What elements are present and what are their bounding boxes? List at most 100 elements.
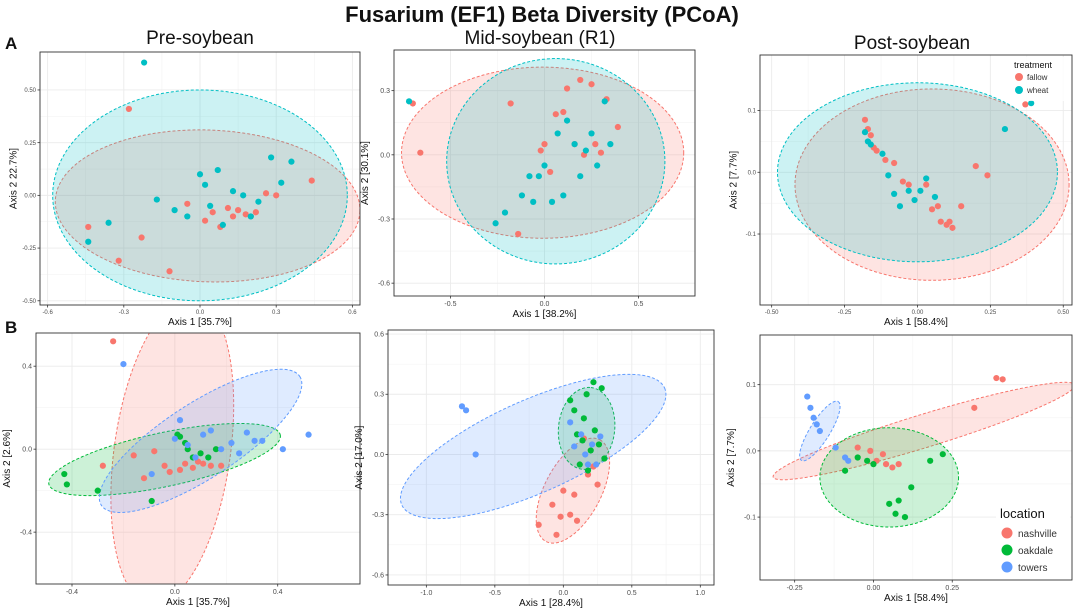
data-point-nashville xyxy=(553,531,560,538)
data-point-oakdale xyxy=(901,513,909,521)
data-point-oakdale xyxy=(939,451,946,458)
data-point-oakdale xyxy=(908,484,915,491)
y-axis-label: Axis 2 22.7%] xyxy=(8,148,19,209)
data-point-fallow xyxy=(547,168,554,176)
data-point-fallow xyxy=(273,192,280,199)
x-tick-label: -0.3 xyxy=(119,310,130,316)
data-point-wheat xyxy=(247,213,254,220)
y-tick-label: 0.1 xyxy=(746,382,756,389)
data-point-fallow xyxy=(563,85,571,92)
data-point-fallow xyxy=(899,178,906,185)
x-tick-label: 0.25 xyxy=(945,585,959,592)
data-point-fallow xyxy=(560,108,567,116)
data-point-wheat xyxy=(911,196,918,204)
data-point-fallow xyxy=(946,218,953,225)
data-point-nashville xyxy=(971,404,978,411)
y-tick-label: -0.25 xyxy=(22,246,36,252)
data-point-fallow xyxy=(552,111,559,118)
x-tick-label: 0.6 xyxy=(348,310,357,316)
data-point-nashville xyxy=(161,462,168,469)
y-axis-label: Axis 2 [2.6%] xyxy=(2,429,13,488)
y-tick-label: 0.0 xyxy=(380,152,390,159)
panel-border xyxy=(387,329,715,586)
data-point-nashville xyxy=(535,521,542,528)
data-point-oakdale xyxy=(886,500,893,507)
data-point-oakdale xyxy=(148,497,155,505)
data-point-fallow xyxy=(125,105,132,113)
x-tick-label: -0.25 xyxy=(787,585,803,592)
data-point-wheat xyxy=(861,129,869,136)
data-point-wheat xyxy=(153,196,160,203)
data-point-oakdale xyxy=(584,467,592,474)
ellipse-layer xyxy=(48,333,303,584)
y-tick-label: 0.0 xyxy=(748,170,757,176)
data-point-nashville xyxy=(867,447,874,454)
data-point-oakdale xyxy=(94,487,101,494)
data-point-fallow xyxy=(537,147,544,154)
data-point-towers xyxy=(810,414,817,421)
data-point-wheat xyxy=(917,187,924,194)
panel-b3: -0.25 0.00 0.25 -0.1 0.0 0.1 Axis 1 [58.4%] Axi… xyxy=(726,334,1073,604)
figure-title: Fusarium (EF1) Beta Diversity (PCoA) xyxy=(345,2,739,27)
x-axis-label: Axis 1 [38.2%] xyxy=(513,309,577,320)
data-point-wheat xyxy=(885,172,892,179)
data-point-wheat xyxy=(214,166,221,174)
data-point-fallow xyxy=(166,268,173,275)
data-point-wheat xyxy=(219,221,226,228)
data-point-oakdale xyxy=(212,446,220,453)
data-point-wheat xyxy=(85,238,92,245)
y-tick-label: -0.1 xyxy=(744,515,756,522)
data-point-wheat xyxy=(905,187,912,194)
data-point-nashville xyxy=(993,374,1000,382)
data-point-towers xyxy=(305,431,312,438)
data-point-oakdale xyxy=(601,455,608,462)
y-tick-label: -0.3 xyxy=(378,216,390,223)
confidence-ellipse-wheat xyxy=(52,89,348,302)
data-point-fallow xyxy=(934,203,941,210)
data-point-nashville xyxy=(99,462,106,469)
point-layer xyxy=(458,379,608,538)
data-point-oakdale xyxy=(176,433,184,440)
y-axis-label: Axis 2 [7.7%] xyxy=(728,151,739,210)
y-tick-label: 0.6 xyxy=(374,331,384,338)
x-tick-label: -1.0 xyxy=(420,590,432,597)
data-point-wheat xyxy=(268,154,275,161)
data-point-nashville xyxy=(207,462,214,469)
y-axis-label: Axis 2 [30.1%] xyxy=(360,141,371,205)
data-point-nashville xyxy=(854,444,861,451)
data-point-towers xyxy=(218,446,225,453)
data-point-towers xyxy=(845,457,852,464)
legend-key-oakdale xyxy=(1001,544,1013,556)
y-tick-label: -0.6 xyxy=(378,281,390,288)
data-point-wheat xyxy=(548,198,556,205)
data-point-wheat xyxy=(867,141,874,148)
data-point-fallow xyxy=(138,234,145,241)
data-point-fallow xyxy=(308,177,315,184)
data-point-fallow xyxy=(949,224,956,231)
data-point-oakdale xyxy=(864,457,871,464)
data-point-towers xyxy=(472,451,479,458)
data-point-wheat xyxy=(171,207,178,214)
legend-title: location xyxy=(1000,506,1045,521)
data-point-nashville xyxy=(549,501,556,508)
confidence-ellipse-towers xyxy=(399,373,667,520)
data-point-nashville xyxy=(571,491,578,498)
data-point-oakdale xyxy=(854,454,861,461)
data-point-fallow xyxy=(201,217,209,224)
data-point-fallow xyxy=(588,81,595,88)
data-point-nashville xyxy=(573,517,581,524)
y-tick-label: 0.0 xyxy=(374,452,384,459)
ellipse-layer xyxy=(776,82,1070,281)
panel-border xyxy=(35,332,361,585)
data-point-towers xyxy=(228,439,235,447)
x-axis-label: Axis 1 [28.4%] xyxy=(519,598,583,609)
data-point-nashville xyxy=(560,487,567,494)
data-point-nashville xyxy=(594,481,601,488)
data-point-towers xyxy=(259,437,266,444)
x-tick-label: 0.50 xyxy=(1057,310,1069,316)
y-tick-label: 0.0 xyxy=(746,448,756,455)
y-tick-label: -0.50 xyxy=(22,299,36,305)
data-point-towers xyxy=(584,461,592,468)
